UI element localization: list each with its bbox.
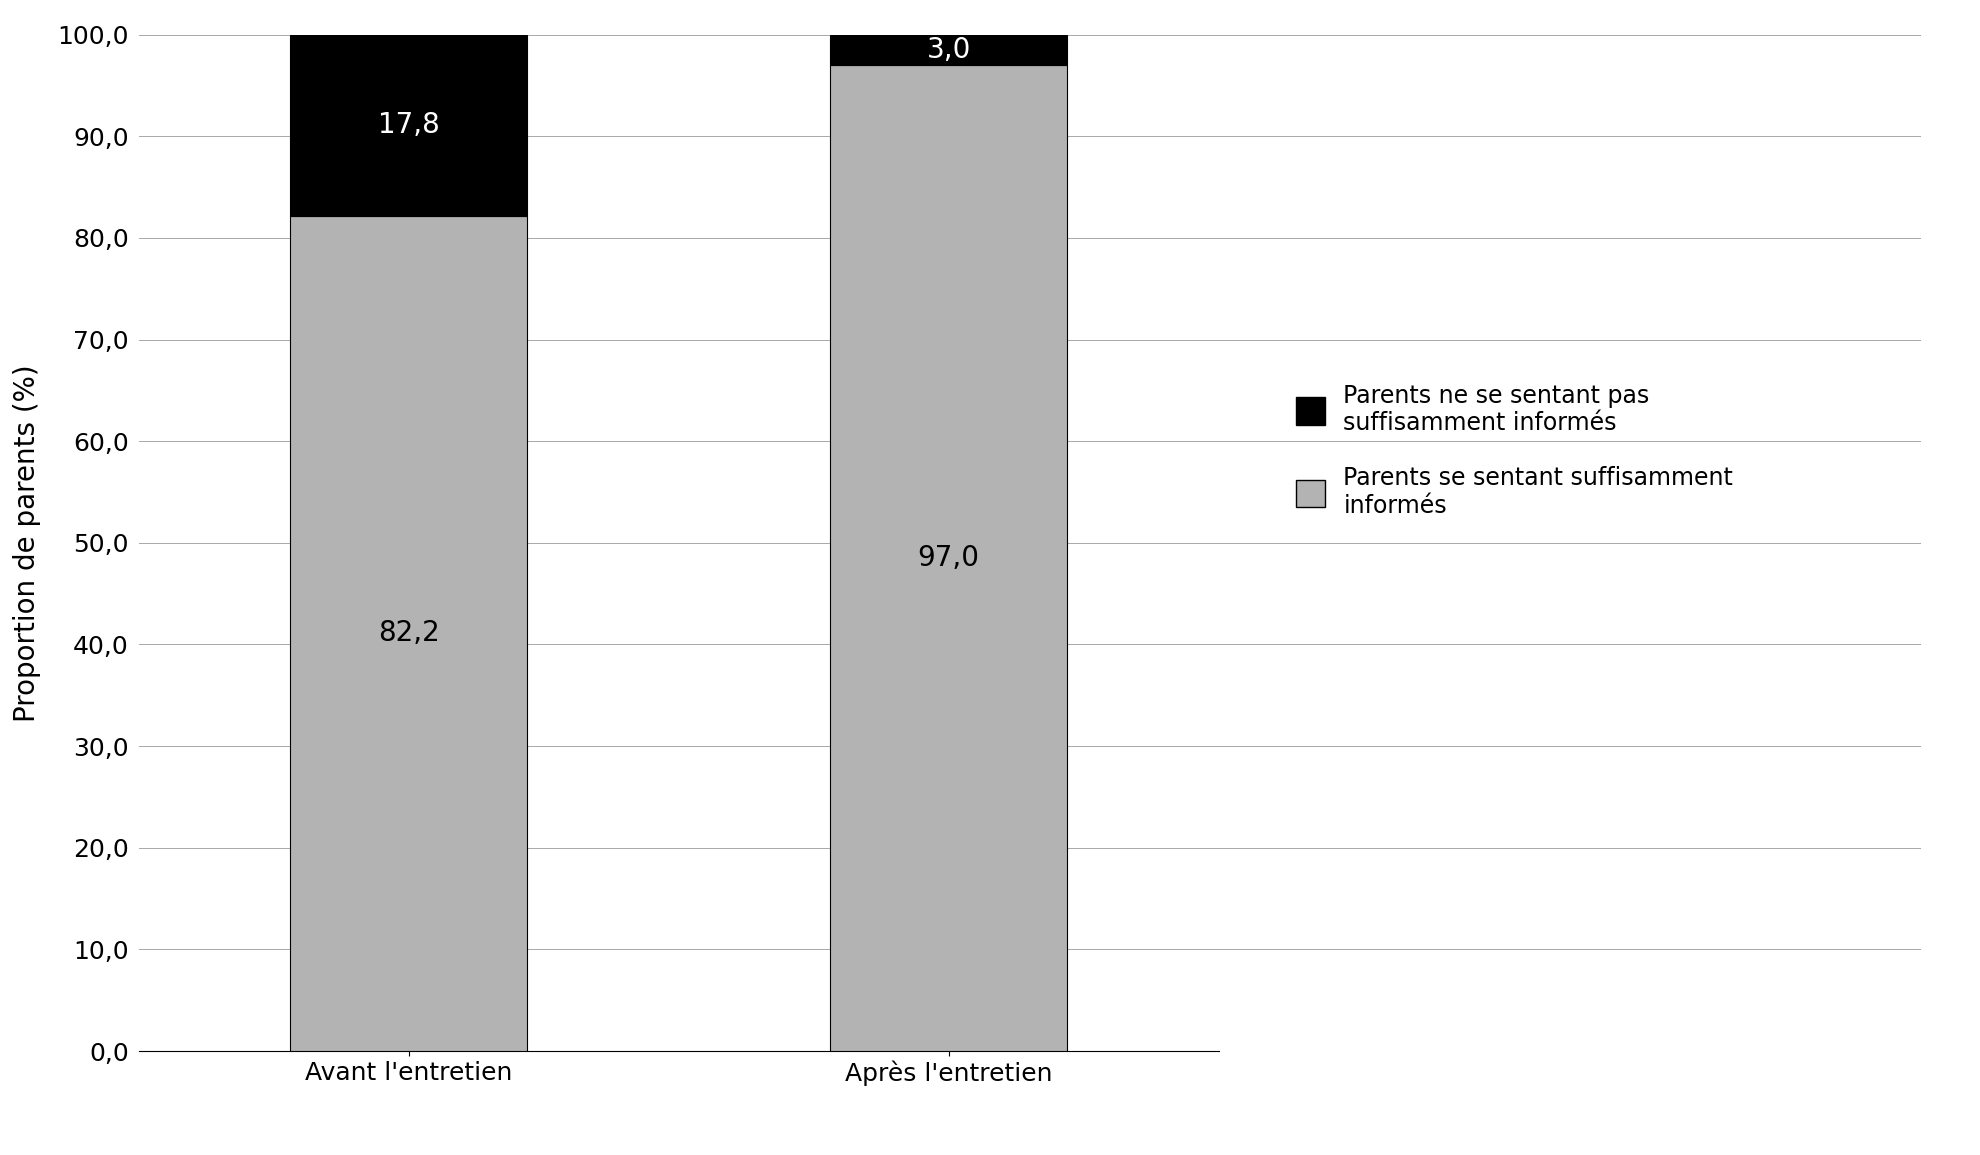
Y-axis label: Proportion de parents (%): Proportion de parents (%) [12,364,42,722]
Text: 17,8: 17,8 [378,111,440,139]
Bar [830,65,1067,1051]
Text: 82,2: 82,2 [378,619,440,647]
Legend: Parents ne se sentant pas
suffisamment informés, Parents se sentant suffisamment: Parents ne se sentant pas suffisamment i… [1285,372,1744,530]
Bar [289,216,527,1051]
Text: 3,0: 3,0 [927,36,970,64]
Text: 97,0: 97,0 [917,544,980,572]
Bar [289,35,527,216]
Bar [830,35,1067,65]
